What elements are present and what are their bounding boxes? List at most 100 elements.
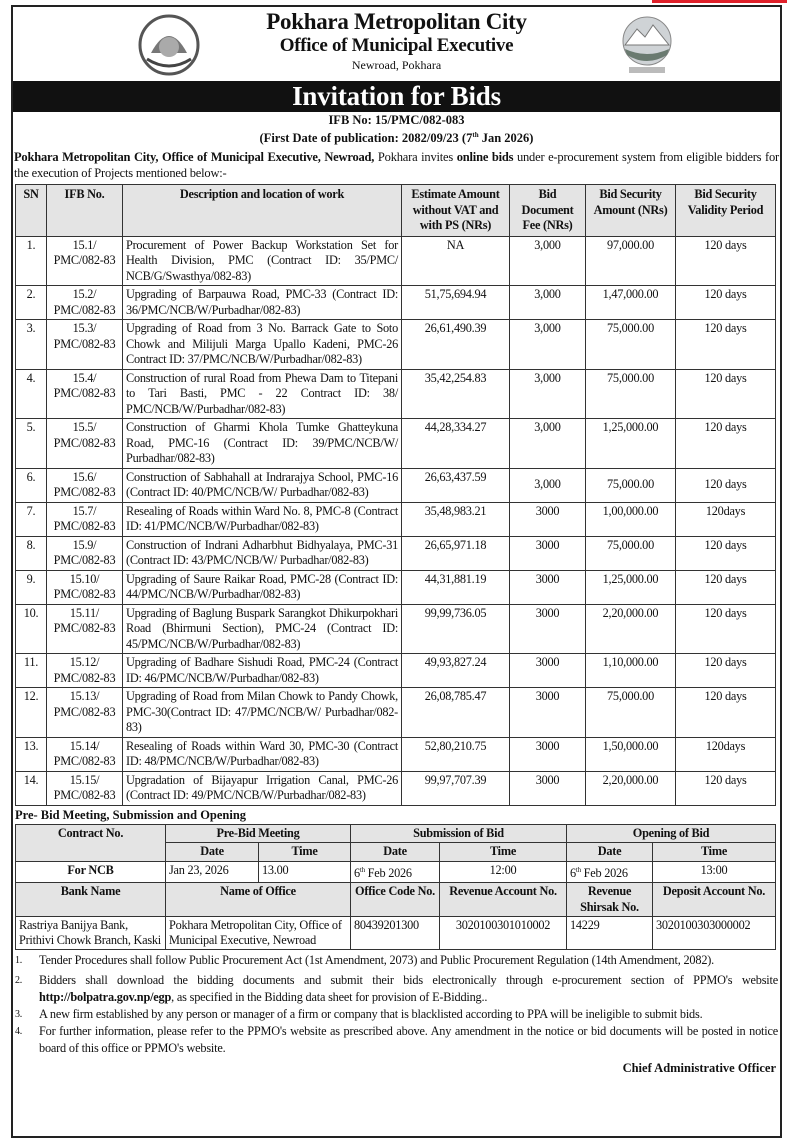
date-header: Date	[165, 842, 259, 862]
description-cell: Upgrading of Barpauwa Road, PMC-33 (Cont…	[122, 285, 402, 321]
table-row: 6. 15.6/ PMC/082-83 Construction of Sabhah…	[15, 467, 776, 503]
header-sn: SN	[15, 184, 47, 237]
estimate-amount-cell: 44,31,881.19	[401, 569, 510, 605]
bid-fee-cell: 3,000	[509, 418, 586, 469]
opening-date: 6th Feb 2026	[566, 860, 653, 884]
time-header: Time	[439, 842, 567, 862]
estimate-amount-cell: 26,61,490.39	[401, 319, 510, 370]
table-row: 9. 15.10/ PMC/082-83 Upgrading of Saure Ra…	[15, 569, 776, 605]
estimate-amount-cell: 35,48,983.21	[401, 501, 510, 537]
sn-cell: 4.	[15, 368, 47, 420]
revenue-shirsak-header: Revenue Shirsak No.	[566, 882, 653, 918]
ifb-no-cell: 15.6/ PMC/082-83	[46, 467, 123, 503]
ifb-no-cell: 15.10/ PMC/082-83	[46, 569, 123, 605]
description-cell: Upgradation of Bijayapur Irrigation Cana…	[122, 770, 402, 806]
bid-fee-cell: 3000	[509, 687, 586, 738]
bid-fee-cell: 3000	[509, 770, 586, 806]
description-cell: Upgrading of Road from Milan Chowk to Pa…	[122, 687, 402, 738]
header-estimate-amount: Estimate Amount without VAT and with PS …	[401, 184, 510, 237]
office-code-cell: 80439201300	[350, 916, 440, 951]
validity-period-cell: 120 days	[675, 653, 776, 689]
contract-no-header: Contract No.	[15, 823, 166, 862]
validity-period-cell: 120 days	[675, 467, 776, 503]
bid-security-cell: 1,47,000.00	[585, 285, 676, 321]
bid-security-cell: 75,000.00	[585, 319, 676, 370]
estimate-amount-cell: 51,75,694.94	[401, 285, 510, 321]
ifb-no-cell: 15.15/ PMC/082-83	[46, 770, 123, 806]
bid-security-cell: 1,00,000.00	[585, 501, 676, 537]
header-validity-period: Bid Security Validity Period	[675, 184, 776, 237]
estimate-amount-cell: NA	[401, 235, 510, 287]
ifb-no-cell: 15.3/ PMC/082-83	[46, 319, 123, 370]
bolpatra-link[interactable]: http://bolpatra.gov.np/egp	[39, 990, 172, 1005]
table-row: 5. 15.5/ PMC/082-83 Construction of Gharmi…	[15, 418, 776, 469]
table-row: 12. 15.13/ PMC/082-83 Upgrading of Road fr…	[15, 687, 776, 738]
bid-fee-cell: 3000	[509, 569, 586, 605]
contract-type: For NCB	[15, 860, 166, 884]
bid-security-cell: 75,000.00	[585, 467, 676, 503]
submission-header: Submission of Bid	[350, 823, 567, 844]
notice-header: Pokhara Metropolitan City Office of Muni…	[13, 7, 780, 81]
sn-cell: 9.	[15, 569, 47, 605]
estimate-amount-cell: 26,08,785.47	[401, 687, 510, 738]
bid-security-cell: 75,000.00	[585, 535, 676, 571]
city-title: Pokhara Metropolitan City	[266, 9, 527, 34]
bid-security-cell: 2,20,000.00	[585, 770, 676, 806]
bid-fee-cell: 3,000	[509, 467, 586, 503]
bid-fee-cell: 3000	[509, 736, 586, 772]
header-description: Description and location of work	[122, 184, 402, 237]
bid-fee-cell: 3,000	[509, 319, 586, 370]
sn-cell: 6.	[15, 467, 47, 503]
opening-time: 13:00	[652, 860, 776, 884]
description-cell: Construction of Gharmi Khola Tumke Ghatt…	[122, 418, 402, 469]
sn-cell: 7.	[15, 501, 47, 537]
sn-cell: 2.	[15, 285, 47, 321]
publication-date: (First Date of publication: 2082/09/23 (…	[259, 131, 534, 146]
submission-date: 6th Feb 2026	[350, 860, 440, 884]
bid-fee-cell: 3000	[509, 535, 586, 571]
sn-cell: 8.	[15, 535, 47, 571]
sn-cell: 5.	[15, 418, 47, 469]
bid-fee-cell: 3,000	[509, 235, 586, 287]
validity-period-cell: 120 days	[675, 687, 776, 738]
prebid-date: Jan 23, 2026	[165, 860, 259, 884]
bid-security-cell: 2,20,000.00	[585, 603, 676, 655]
office-address: Newroad, Pokhara	[351, 58, 442, 72]
deposit-account-cell: 3020100303000002	[652, 916, 776, 951]
office-name-cell: Pokhara Metropolitan City, Office of Mun…	[165, 916, 351, 951]
ifb-no-cell: 15.4/ PMC/082-83	[46, 368, 123, 420]
validity-period-cell: 120 days	[675, 235, 776, 287]
table-row: 11. 15.12/ PMC/082-83 Upgrading of Badhare…	[15, 653, 776, 689]
header-ifb-no: IFB No.	[46, 184, 123, 237]
bid-security-cell: 75,000.00	[585, 687, 676, 738]
estimate-amount-cell: 35,42,254.83	[401, 368, 510, 420]
validity-period-cell: 120 days	[675, 368, 776, 420]
office-code-header: Office Code No.	[350, 882, 440, 918]
estimate-amount-cell: 99,97,707.39	[401, 770, 510, 806]
bid-security-cell: 97,000.00	[585, 235, 676, 287]
table-row: 14. 15.15/ PMC/082-83 Upgradation of Bijay…	[15, 770, 776, 806]
bid-security-cell: 1,50,000.00	[585, 736, 676, 772]
description-cell: Construction of rural Road from Phewa Da…	[122, 368, 402, 420]
bid-security-cell: 1,25,000.00	[585, 569, 676, 605]
intro-paragraph: Pokhara Metropolitan City, Office of Mun…	[14, 150, 779, 181]
ifb-number: IFB No: 15/PMC/082-083	[328, 113, 465, 127]
estimate-amount-cell: 49,93,827.24	[401, 653, 510, 689]
prebid-header: Pre-Bid Meeting	[165, 823, 351, 844]
description-cell: Resealing of Roads within Ward No. 8, PM…	[122, 501, 402, 537]
ifb-no-cell: 15.1/ PMC/082-83	[46, 235, 123, 287]
office-name-header: Name of Office	[165, 882, 351, 918]
validity-period-cell: 120 days	[675, 418, 776, 469]
office-title: Office of Municipal Executive	[279, 35, 514, 56]
note-item: 4. For further information, please refer …	[15, 1024, 778, 1056]
ifb-no-cell: 15.5/ PMC/082-83	[46, 418, 123, 469]
signature: Chief Administrative Officer	[622, 1061, 776, 1076]
note-item: 1. Tender Procedures shall follow Public …	[15, 953, 715, 968]
sn-cell: 10.	[15, 603, 47, 655]
sn-cell: 1.	[15, 235, 47, 287]
bank-name-cell: Rastriya Banijya Bank, Prithivi Chowk Br…	[15, 916, 166, 951]
estimate-amount-cell: 26,63,437.59	[401, 467, 510, 503]
ifb-no-cell: 15.11/ PMC/082-83	[46, 603, 123, 655]
estimate-amount-cell: 99,99,736.05	[401, 603, 510, 655]
schedule-title: Pre- Bid Meeting, Submission and Opening	[15, 807, 247, 822]
